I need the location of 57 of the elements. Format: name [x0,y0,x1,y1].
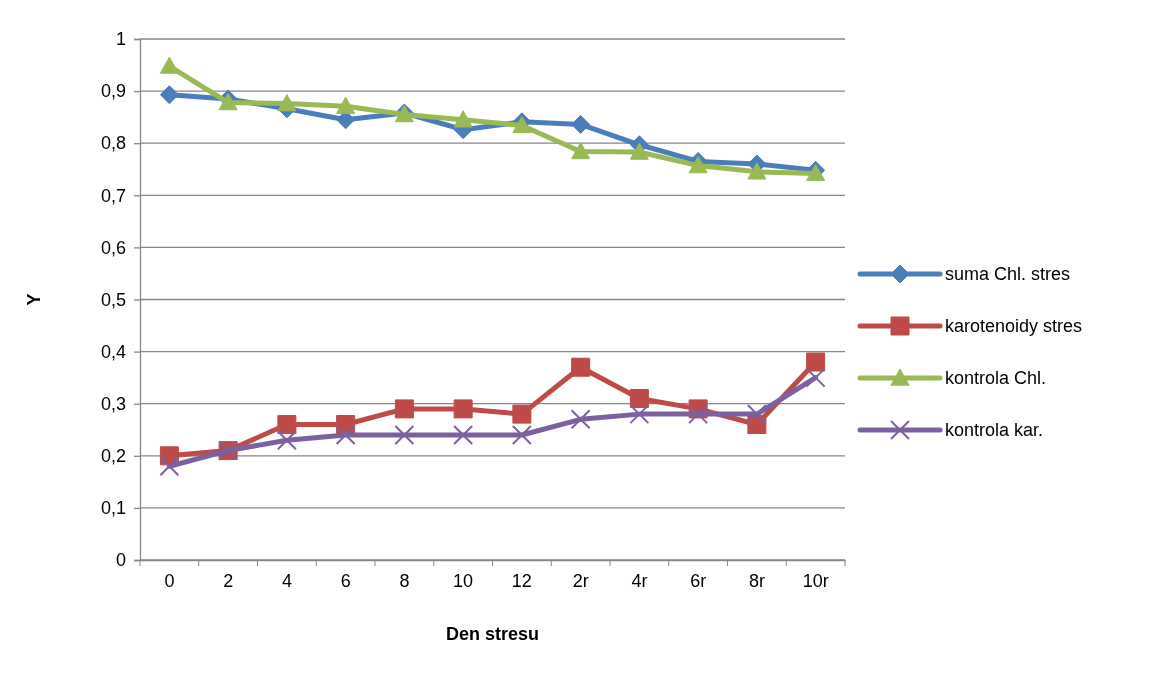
point [629,388,649,408]
point [511,424,532,445]
point [159,56,179,74]
y-tick-label: 0,5 [100,289,126,310]
point [394,424,415,445]
x-tick-label: 12 [511,570,532,591]
point [335,424,356,445]
point [394,399,414,419]
y-tick-label: 0,4 [100,341,126,362]
x-tick-label: 2 [223,570,234,591]
point [688,404,709,425]
y-tick-label: 0,8 [100,133,126,154]
legend-label: karotenoidy stres [945,316,1083,336]
y-tick-label: 0,9 [100,81,126,102]
point [805,367,826,388]
point [571,357,591,377]
x-tick-label: 6 [340,570,351,591]
x-axis-title: Den stresu [445,624,540,644]
point [571,114,591,134]
point [336,96,356,114]
y-tick-label: 0,2 [100,446,126,467]
y-axis-title: Y [24,293,44,306]
x-tick-label: 10r [802,570,829,591]
y-tick-label: 0,3 [100,393,126,414]
x-tick-label: 4r [631,570,648,591]
y-tick-label: 0,7 [100,185,126,206]
x-tick-label: 10 [453,570,474,591]
point [806,352,826,372]
legend-label: kontrola kar. [945,420,1044,440]
x-tick-label: 8r [748,570,765,591]
point [453,424,474,445]
point [570,409,591,430]
point [453,399,473,419]
point [629,404,650,425]
legend-label: kontrola Chl. [945,368,1047,388]
x-tick-label: 8 [399,570,410,591]
x-tick-label: 0 [164,570,175,591]
legend-label: suma Chl. stres [945,264,1071,284]
point [159,456,180,477]
point [276,430,297,451]
x-tick-label: 2r [572,570,589,591]
point [159,85,179,105]
x-tick-label: 6r [690,570,707,591]
point [629,142,649,160]
point [571,142,591,160]
point [688,156,708,174]
x-tick-label: 4 [281,570,292,591]
y-tick-label: 0 [115,550,126,571]
point [453,110,473,128]
point [512,404,532,424]
point [277,94,297,112]
point [746,404,767,425]
y-tick-label: 0,1 [100,498,126,519]
y-tick-label: 0,6 [100,237,126,258]
point [277,415,297,435]
y-tick-label: 1 [115,29,126,50]
point [747,162,767,180]
